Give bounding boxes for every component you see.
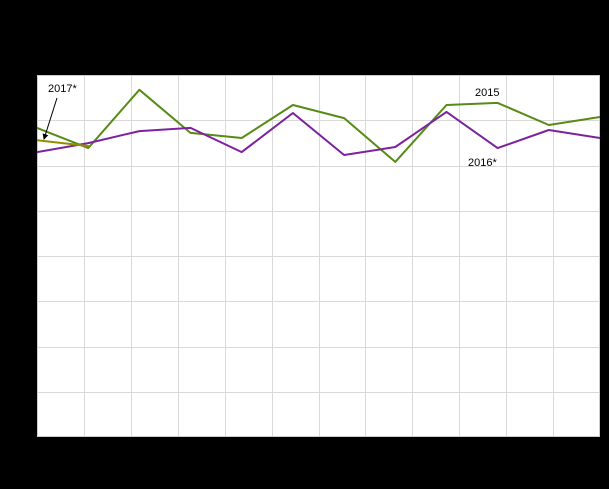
series-layer — [37, 88, 600, 163]
annotation-arrow — [42, 97, 58, 140]
grid-layer — [37, 75, 600, 437]
series-label: 2016* — [468, 157, 497, 169]
plot-border — [37, 75, 600, 437]
series-line-0 — [37, 88, 600, 163]
series-label: 2017* — [48, 83, 77, 95]
line-chart: 2017* 2015 2016* — [37, 75, 600, 437]
series-line-2 — [37, 139, 90, 147]
series-line-1 — [37, 110, 600, 156]
annotation-layer: 2017* 2015 2016* — [42, 83, 499, 169]
series-label: 2015 — [475, 87, 499, 99]
